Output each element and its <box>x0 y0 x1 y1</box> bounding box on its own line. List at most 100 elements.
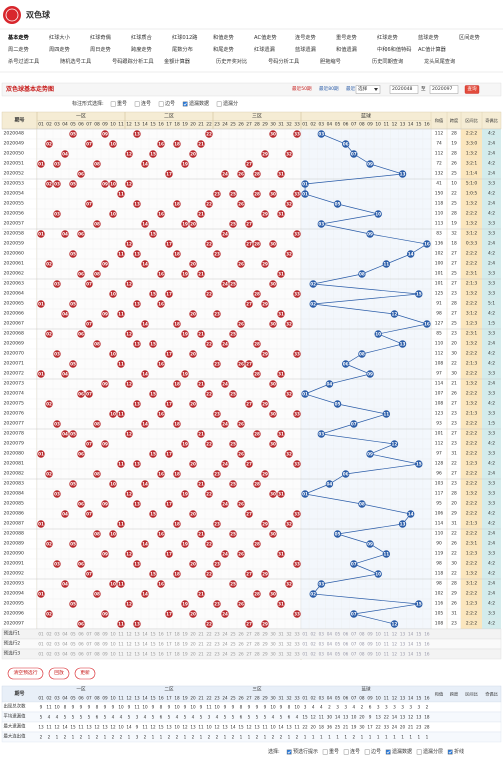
preselect-cell[interactable]: 32 <box>286 652 292 657</box>
preselect-cell[interactable]: 01 <box>38 652 44 657</box>
preselect-cell[interactable]: 03 <box>319 652 325 657</box>
preselect-cell[interactable]: 24 <box>222 642 228 647</box>
preselect-cell[interactable]: 14 <box>408 652 414 657</box>
preselect-cell[interactable]: 04 <box>327 632 333 637</box>
preselect-cell[interactable]: 03 <box>319 642 325 647</box>
option-item[interactable]: 预选行提示 <box>293 748 318 755</box>
button-label[interactable]: 清空预选行 <box>14 669 38 676</box>
preselect-cell[interactable]: 14 <box>142 632 148 637</box>
preselect-cell[interactable]: 31 <box>278 652 284 657</box>
preselect-cell[interactable]: 14 <box>142 652 148 657</box>
preselect-cell[interactable]: 13 <box>400 632 406 637</box>
preselect-cell[interactable]: 07 <box>86 632 92 637</box>
preselect-cell[interactable]: 30 <box>270 652 276 657</box>
preselect-cell[interactable]: 06 <box>343 642 349 647</box>
preselect-cell[interactable]: 01 <box>38 632 44 637</box>
preselect-cell[interactable]: 02 <box>46 632 52 637</box>
preselect-cell[interactable]: 08 <box>359 632 365 637</box>
preselect-cell[interactable]: 11 <box>384 632 390 637</box>
checkbox[interactable] <box>134 101 140 107</box>
nav-link[interactable]: 中和6和值特码 <box>377 45 411 53</box>
checkbox[interactable] <box>343 749 349 755</box>
preselect-cell[interactable]: 06 <box>78 652 84 657</box>
preselect-cell[interactable]: 25 <box>230 632 236 637</box>
preselect-cell[interactable]: 21 <box>198 642 204 647</box>
preselect-cell[interactable]: 12 <box>392 642 398 647</box>
preselect-cell[interactable]: 05 <box>335 632 341 637</box>
preselect-cell[interactable]: 02 <box>311 642 317 647</box>
preselect-cell[interactable]: 27 <box>246 652 252 657</box>
preselect-cell[interactable]: 09 <box>102 652 108 657</box>
button-label[interactable]: 更新 <box>80 669 90 676</box>
option-item[interactable]: 遗漏分 <box>223 100 238 107</box>
preselect-cell[interactable]: 31 <box>278 642 284 647</box>
preselect-cell[interactable]: 10 <box>376 642 382 647</box>
preselect-cell[interactable]: 17 <box>166 632 172 637</box>
preselect-cell[interactable]: 22 <box>206 652 212 657</box>
preselect-cell[interactable]: 04 <box>327 652 333 657</box>
preselect-cell[interactable]: 06 <box>78 642 84 647</box>
preselect-cell[interactable]: 32 <box>286 642 292 647</box>
preselect-cell[interactable]: 18 <box>174 632 180 637</box>
option-item[interactable]: 边号 <box>371 748 381 755</box>
preselect-cell[interactable]: 04 <box>62 642 68 647</box>
option-item[interactable]: 边号 <box>165 100 175 107</box>
preselect-cell[interactable]: 16 <box>158 652 164 657</box>
preselect-cell[interactable]: 27 <box>246 642 252 647</box>
nav-link[interactable]: 历史同期查询 <box>372 57 403 65</box>
nav-link[interactable]: 连号走势 <box>295 33 316 41</box>
option-item[interactable]: 重号 <box>329 748 339 755</box>
preselect-cell[interactable]: 23 <box>214 632 220 637</box>
preselect-cell[interactable]: 31 <box>278 632 284 637</box>
preselect-cell[interactable]: 26 <box>238 642 244 647</box>
nav-link[interactable]: 红球大小 <box>49 33 71 41</box>
checkbox[interactable] <box>158 101 164 107</box>
checkbox[interactable] <box>286 749 292 755</box>
preselect-cell[interactable]: 10 <box>110 652 116 657</box>
preselect-cell[interactable]: 25 <box>230 642 236 647</box>
checkbox[interactable] <box>447 749 453 755</box>
preselect-cell[interactable]: 13 <box>134 632 140 637</box>
preselect-cell[interactable]: 02 <box>311 632 317 637</box>
nav-link[interactable]: 蓝球遗漏 <box>295 45 316 53</box>
preselect-cell[interactable]: 09 <box>102 632 108 637</box>
preselect-cell[interactable]: 12 <box>126 642 132 647</box>
preselect-cell[interactable]: 33 <box>294 632 300 637</box>
nav-link[interactable]: 基本走势 <box>7 33 30 41</box>
preselect-cell[interactable]: 15 <box>416 642 422 647</box>
preselect-cell[interactable]: 08 <box>94 632 100 637</box>
nav-link[interactable]: 历史开奖对比 <box>216 57 247 65</box>
preselect-cell[interactable]: 19 <box>182 642 188 647</box>
preselect-cell[interactable]: 15 <box>150 652 156 657</box>
preselect-cell[interactable]: 14 <box>408 632 414 637</box>
preselect-cell[interactable]: 10 <box>110 632 116 637</box>
preselect-cell[interactable]: 12 <box>392 652 398 657</box>
preselect-cell[interactable]: 28 <box>254 652 260 657</box>
preselect-cell[interactable]: 18 <box>174 652 180 657</box>
nav-link[interactable]: 胆拖缩号 <box>320 57 341 65</box>
nav-link[interactable]: 随机选号工具 <box>60 57 91 65</box>
nav-link[interactable]: 蓝球走势 <box>418 33 439 41</box>
nav-link[interactable]: 号码分析工具 <box>268 57 299 65</box>
nav-link[interactable]: 区间走势 <box>459 33 480 41</box>
preselect-cell[interactable]: 10 <box>376 652 382 657</box>
preselect-cell[interactable]: 30 <box>270 642 276 647</box>
preselect-cell[interactable]: 15 <box>416 652 422 657</box>
preselect-cell[interactable]: 02 <box>46 642 52 647</box>
preselect-cell[interactable]: 13 <box>134 652 140 657</box>
preselect-cell[interactable]: 09 <box>367 642 373 647</box>
preselect-cell[interactable]: 07 <box>86 642 92 647</box>
preselect-cell[interactable]: 03 <box>319 632 325 637</box>
preselect-cell[interactable]: 09 <box>102 642 108 647</box>
preselect-cell[interactable]: 25 <box>230 652 236 657</box>
nav-link[interactable]: 红球奇偶 <box>90 33 111 41</box>
preselect-cell[interactable]: 16 <box>158 632 164 637</box>
preselect-cell[interactable]: 04 <box>62 652 68 657</box>
preselect-cell[interactable]: 20 <box>190 642 196 647</box>
preselect-cell[interactable]: 09 <box>367 632 373 637</box>
preselect-cell[interactable]: 23 <box>214 652 220 657</box>
preselect-cell[interactable]: 07 <box>351 652 357 657</box>
preselect-cell[interactable]: 03 <box>54 642 60 647</box>
query-label[interactable]: 查询 <box>467 85 477 92</box>
preselect-cell[interactable]: 01 <box>302 652 308 657</box>
